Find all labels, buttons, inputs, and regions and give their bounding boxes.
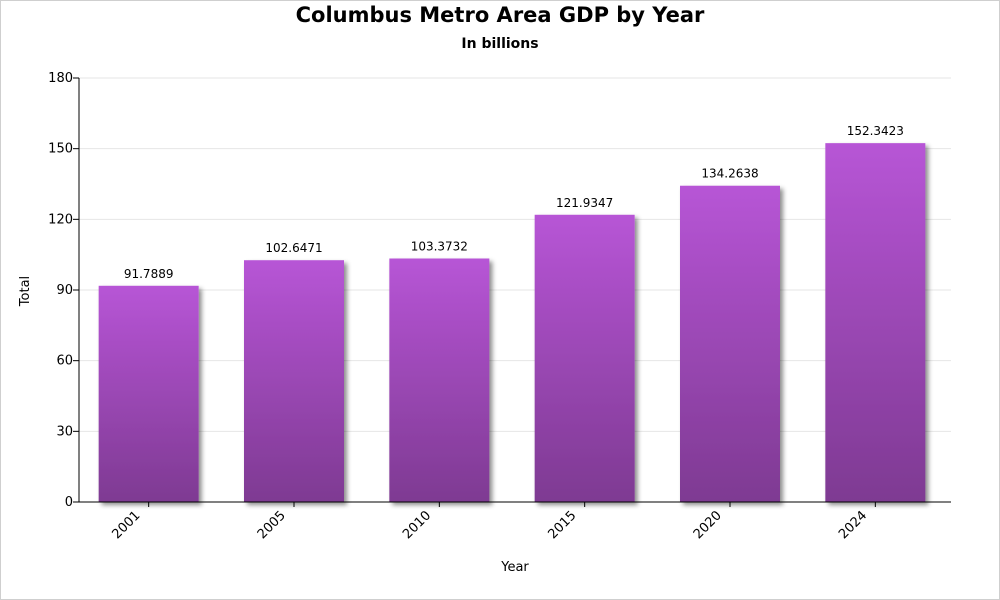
y-tick-label: 120 xyxy=(48,212,73,227)
bar-2001[interactable] xyxy=(98,285,199,502)
bar-2020[interactable] xyxy=(680,185,780,502)
data-label: 91.7889 xyxy=(124,267,174,281)
y-axis-title: Total xyxy=(18,276,33,307)
data-label: 152.3423 xyxy=(847,124,904,138)
x-axis-title: Year xyxy=(500,560,529,575)
y-tick-label: 0 xyxy=(65,495,73,510)
gridlines xyxy=(79,77,951,432)
axes xyxy=(73,77,951,507)
x-tick-label: 2020 xyxy=(691,508,725,542)
x-tick-label: 2001 xyxy=(109,508,143,542)
data-label: 103.3732 xyxy=(411,239,468,253)
chart-title: Columbus Metro Area GDP by Year xyxy=(295,3,705,27)
bars xyxy=(98,143,926,503)
x-tick-label: 2015 xyxy=(545,508,579,542)
y-tick-label: 90 xyxy=(56,283,73,298)
x-tick-label: 2010 xyxy=(400,508,434,542)
y-tick-label: 30 xyxy=(56,424,73,439)
x-tick-label: 2005 xyxy=(255,508,289,542)
chart-subtitle: In billions xyxy=(461,36,539,52)
bar-2024[interactable] xyxy=(825,143,926,503)
y-tick-label: 180 xyxy=(48,71,73,86)
x-tick-label: 2024 xyxy=(836,508,870,542)
bar-2005[interactable] xyxy=(244,260,344,502)
bar-2015[interactable] xyxy=(534,214,635,502)
y-tick-label: 60 xyxy=(56,354,73,369)
y-tick-label: 150 xyxy=(48,142,73,157)
data-label: 121.9347 xyxy=(556,196,613,210)
data-label: 102.6471 xyxy=(265,241,322,255)
bar-2010[interactable] xyxy=(389,258,490,502)
data-label: 134.2638 xyxy=(701,167,758,181)
